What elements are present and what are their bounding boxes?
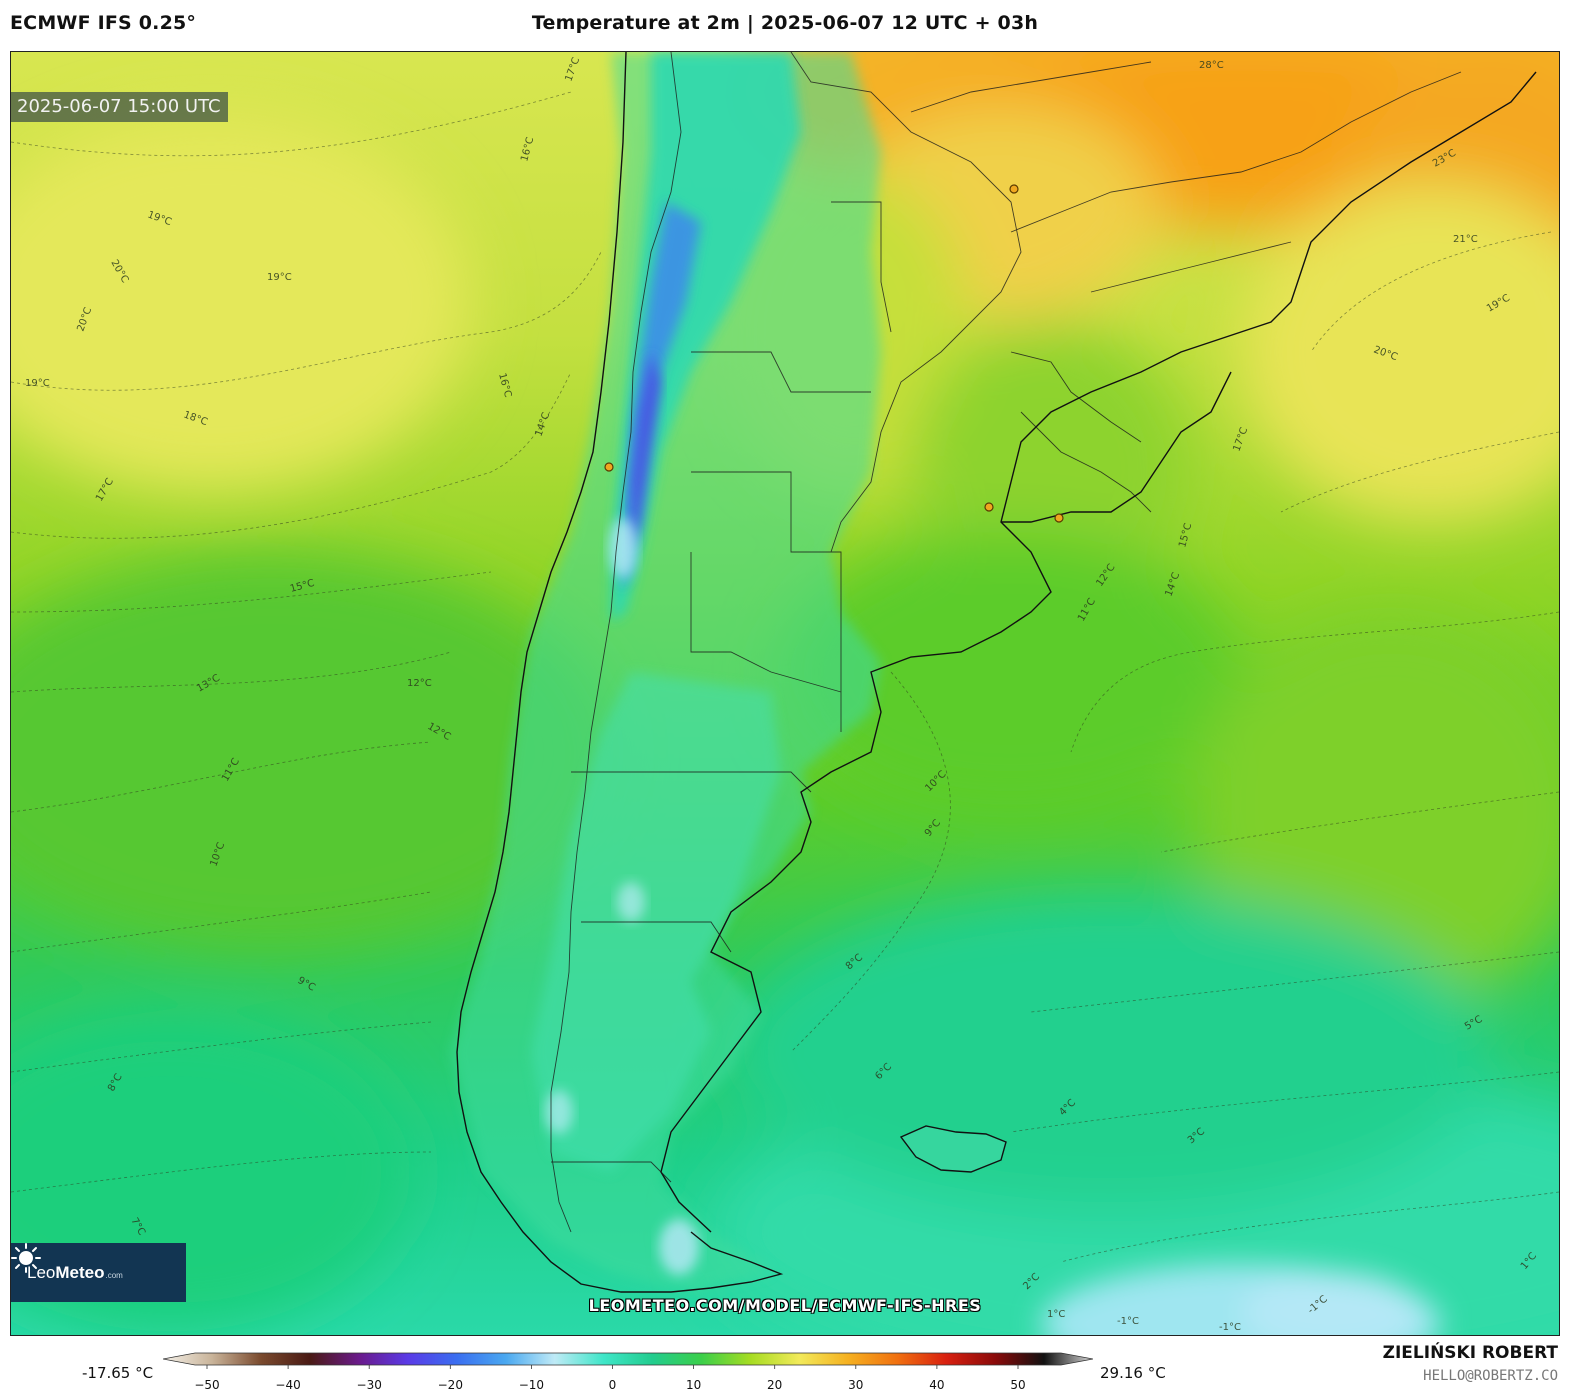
andes-cold-band xyxy=(545,52,801,1275)
colorbar-ticks: −50 −40 −30 −20 −10 0 10 20 30 40 50 xyxy=(194,1365,1026,1392)
colorbar-max-label: 29.16 °C xyxy=(1100,1364,1166,1382)
colorbar-tick-label: 50 xyxy=(1010,1378,1025,1392)
colorbar-tick-label: −50 xyxy=(194,1378,219,1392)
colorbar-tick-label: 40 xyxy=(929,1378,944,1392)
political-borders xyxy=(550,52,1462,1233)
colorbar-min-label: -17.65 °C xyxy=(82,1364,154,1382)
logo-text-meteo: Meteo xyxy=(55,1262,105,1282)
valid-time-badge: 2025-06-07 15:00 UTC xyxy=(11,92,228,122)
map-canvas: 17°C 16°C 19°C 20°C 19°C 20°C 19°C 18°C … xyxy=(11,52,1559,1335)
colorbar-tick-label: −20 xyxy=(438,1378,463,1392)
isotherms xyxy=(11,91,1559,1263)
source-url[interactable]: LEOMETEO.COM/MODEL/ECMWF-IFS-HRES xyxy=(588,1296,982,1315)
colorbar-tick-label: 10 xyxy=(686,1378,701,1392)
contour-label: -1°C xyxy=(1219,1322,1241,1333)
author-email[interactable]: HELLO@ROBERTZ.CO xyxy=(1423,1368,1558,1384)
contour-label: 28°C xyxy=(1199,60,1224,71)
logo-text-tld: .com xyxy=(105,1271,123,1280)
contour-label: -1°C xyxy=(1117,1316,1139,1327)
colorbar-tick-label: 30 xyxy=(848,1378,863,1392)
sun-icon xyxy=(11,1243,41,1273)
author-name: ZIELIŃSKI ROBERT xyxy=(1382,1343,1558,1363)
coastlines xyxy=(456,52,1537,1293)
colorbar-tick-label: 20 xyxy=(767,1378,782,1392)
contour-label: 1°C xyxy=(1047,1309,1065,1320)
colorbar-ramp xyxy=(163,1352,1093,1366)
colorbar-tick-label: −10 xyxy=(519,1378,544,1392)
cold-pocket xyxy=(1041,1264,1441,1335)
contour-label: 12°C xyxy=(407,678,432,689)
colorbar: −50 −40 −30 −20 −10 0 10 20 30 40 50 xyxy=(163,1352,1093,1392)
temperature-anomalies xyxy=(11,52,1559,1335)
falkland-islands xyxy=(899,1125,1007,1173)
contour-label: 19°C xyxy=(267,272,292,283)
colorbar-tick-label: −30 xyxy=(357,1378,382,1392)
colorbar-tick-label: −40 xyxy=(275,1378,300,1392)
colorbar-tick-label: 0 xyxy=(609,1378,617,1392)
contour-label: 19°C xyxy=(25,378,50,389)
city-markers xyxy=(604,184,1064,523)
chart-title: Temperature at 2m | 2025-06-07 12 UTC + … xyxy=(531,12,1039,34)
temperature-map[interactable]: 17°C 16°C 19°C 20°C 19°C 20°C 19°C 18°C … xyxy=(10,51,1560,1336)
leometeo-logo[interactable]: Leo Meteo .com xyxy=(11,1243,186,1302)
contour-label: 21°C xyxy=(1453,234,1478,245)
model-title: ECMWF IFS 0.25° xyxy=(10,12,197,34)
